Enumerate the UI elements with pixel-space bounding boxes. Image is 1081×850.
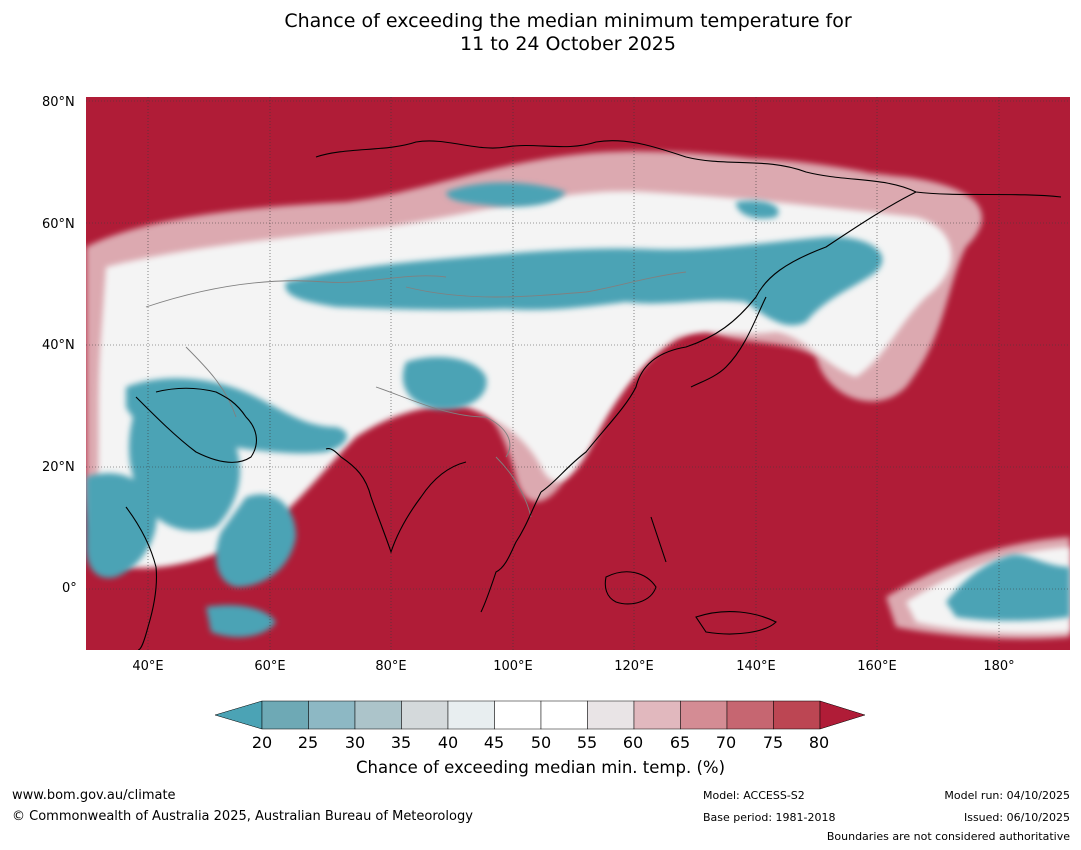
colorbar-segment <box>633 700 681 730</box>
arctic-pale-band <box>656 157 866 195</box>
lon-label-40e: 40°E <box>132 659 164 674</box>
lat-label-40n: 40°N <box>42 338 75 353</box>
footer-boundaries-note: Boundaries are not considered authoritat… <box>826 830 1070 843</box>
lon-label-60e: 60°E <box>254 659 286 674</box>
colorbar-tick-45: 45 <box>483 733 505 752</box>
coast-india <box>325 448 467 554</box>
coast-philippines <box>650 516 667 563</box>
colorbar-tick-60: 60 <box>622 733 644 752</box>
coast-japan <box>690 296 767 388</box>
coast-pacific <box>540 191 917 493</box>
colorbar-tick-70: 70 <box>715 733 737 752</box>
coast-east-africa <box>125 506 158 650</box>
colorbar-tick-40: 40 <box>437 733 459 752</box>
siberia-blue <box>446 182 566 207</box>
colorbar-tick-25: 25 <box>297 733 319 752</box>
colorbar-segment <box>494 700 542 730</box>
colorbar-tick-55: 55 <box>576 733 598 752</box>
colorbar-segment <box>726 700 774 730</box>
gridlines <box>86 97 1070 650</box>
colorbar-tick-20: 20 <box>251 733 273 752</box>
colorbar-tick-65: 65 <box>669 733 691 752</box>
lat-label-20n: 20°N <box>42 460 75 475</box>
lat-label-0: 0° <box>62 581 77 596</box>
arabian-sea-blue <box>216 494 296 587</box>
tibet-blue <box>402 357 487 410</box>
footer-model-run: Model run: 04/10/2025 <box>944 789 1070 802</box>
border-china-mongolia <box>405 271 687 298</box>
lon-label-160e: 160°E <box>857 659 897 674</box>
border-russia-kazakhstan <box>145 275 447 308</box>
lon-label-80e: 80°E <box>375 659 407 674</box>
lon-label-100e: 100°E <box>493 659 533 674</box>
footer-issued: Issued: 06/10/2025 <box>963 811 1070 824</box>
colorbar-tick-50: 50 <box>530 733 552 752</box>
border-iran <box>185 346 237 418</box>
mongolia-blue <box>285 236 883 326</box>
coast-indochina <box>480 491 542 613</box>
colorbar-tick-75: 75 <box>762 733 784 752</box>
colorbar-low-arrow <box>215 700 263 730</box>
map-title: Chance of exceeding the median minimum t… <box>0 10 1081 56</box>
footer-model: Model: ACCESS-S2 <box>703 789 805 802</box>
colorbar-high-arrow <box>819 700 866 730</box>
colorbar-segment <box>773 700 821 730</box>
colorbar-segment <box>587 700 635 730</box>
lon-label-180: 180° <box>983 659 1015 674</box>
colorbar-segment <box>354 700 402 730</box>
colorbar-segment <box>680 700 728 730</box>
colorbar-tick-80: 80 <box>808 733 830 752</box>
lon-label-120e: 120°E <box>614 659 654 674</box>
border-southeast-asia <box>495 456 532 518</box>
country-borders <box>145 271 687 518</box>
south-india-blue <box>206 605 276 638</box>
colorbar-segment <box>447 700 495 730</box>
pacific-blue <box>946 554 1070 621</box>
colorbar-tick-35: 35 <box>390 733 412 752</box>
lon-label-140e: 140°E <box>736 659 776 674</box>
lat-label-80n: 80°N <box>42 95 75 110</box>
colorbar <box>215 700 866 730</box>
coast-borneo <box>604 571 657 605</box>
title-line-1: Chance of exceeding the median minimum t… <box>284 10 852 32</box>
arabia-blue <box>129 404 240 531</box>
chukotka-blue <box>736 200 779 219</box>
colorbar-segment <box>401 700 449 730</box>
colorbar-segments <box>261 700 821 730</box>
coast-arabia <box>135 387 257 463</box>
border-china-india <box>375 386 511 458</box>
coast-new-guinea <box>695 611 777 635</box>
footer-website: www.bom.gov.au/climate <box>12 788 176 803</box>
lat-label-60n: 60°N <box>42 217 75 232</box>
colorbar-tick-30: 30 <box>344 733 366 752</box>
footer-copyright: © Commonwealth of Australia 2025, Austra… <box>12 809 473 824</box>
below-median-layer <box>86 182 1070 638</box>
east-africa-blue <box>86 473 157 578</box>
colorbar-segment <box>540 700 588 730</box>
coastlines <box>125 140 1062 650</box>
probability-map <box>86 97 1070 650</box>
colorbar-segment <box>308 700 356 730</box>
footer-base-period: Base period: 1981-2018 <box>703 811 836 824</box>
title-line-2: 11 to 24 October 2025 <box>460 33 676 55</box>
colorbar-label: Chance of exceeding median min. temp. (%… <box>355 758 726 777</box>
colorbar-segment <box>261 700 309 730</box>
